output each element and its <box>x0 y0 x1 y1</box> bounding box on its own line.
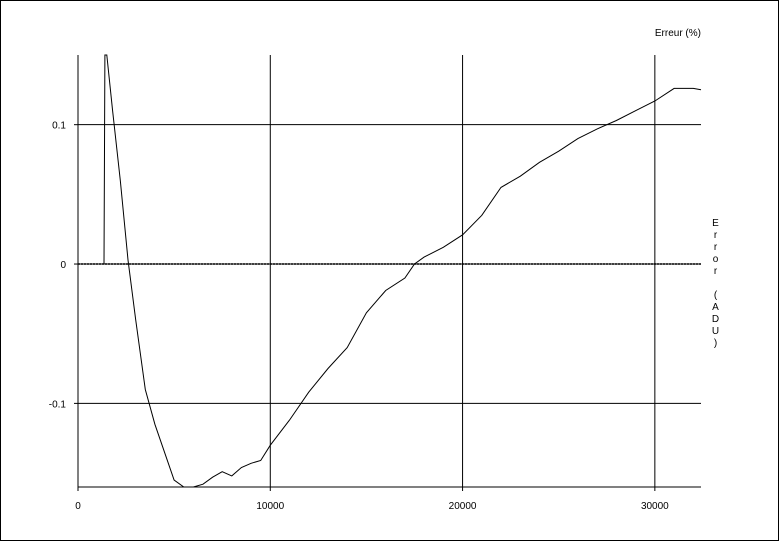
data-line <box>78 54 702 488</box>
x-tick-label: 20000 <box>449 501 477 512</box>
y-tick-label: 0 <box>60 260 66 271</box>
x-tick-label: 0 <box>75 501 81 512</box>
y-tick-label: -0.1 <box>49 399 67 410</box>
y-tick-label: 0.1 <box>52 121 66 132</box>
x-tick-label: 10000 <box>256 501 284 512</box>
y-axis-label: Erreur (%) <box>655 28 701 39</box>
y2-axis-label: Error (ADU) <box>710 218 721 350</box>
x-tick-label: 30000 <box>641 501 669 512</box>
